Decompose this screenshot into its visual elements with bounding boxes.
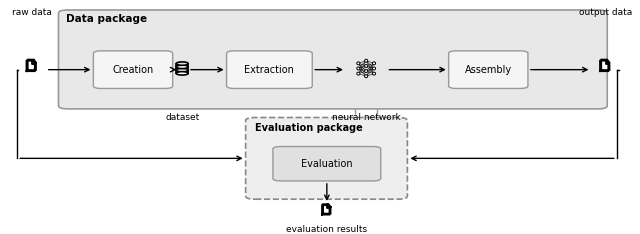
Polygon shape xyxy=(28,60,36,70)
Text: Evaluation: Evaluation xyxy=(301,159,353,169)
Text: dataset: dataset xyxy=(165,113,199,122)
Ellipse shape xyxy=(365,64,368,67)
Polygon shape xyxy=(322,205,330,215)
Ellipse shape xyxy=(372,62,376,65)
Ellipse shape xyxy=(176,72,188,75)
Ellipse shape xyxy=(372,72,376,75)
Ellipse shape xyxy=(356,72,360,75)
Ellipse shape xyxy=(176,65,188,69)
Ellipse shape xyxy=(176,62,188,65)
Ellipse shape xyxy=(356,67,360,70)
Text: Data package: Data package xyxy=(66,14,147,24)
Ellipse shape xyxy=(365,75,368,78)
Polygon shape xyxy=(323,204,331,214)
Polygon shape xyxy=(600,61,608,71)
Polygon shape xyxy=(601,60,609,70)
Ellipse shape xyxy=(365,69,368,73)
Text: Extraction: Extraction xyxy=(244,65,294,75)
Text: raw data: raw data xyxy=(12,8,52,17)
FancyBboxPatch shape xyxy=(176,64,188,73)
FancyBboxPatch shape xyxy=(246,117,408,199)
Text: output data: output data xyxy=(579,8,632,17)
Text: neural network: neural network xyxy=(332,113,401,122)
Polygon shape xyxy=(26,61,35,71)
Text: evaluation results: evaluation results xyxy=(286,225,367,234)
FancyBboxPatch shape xyxy=(273,146,381,181)
Ellipse shape xyxy=(372,67,376,70)
Ellipse shape xyxy=(356,62,360,65)
FancyBboxPatch shape xyxy=(449,51,528,88)
Ellipse shape xyxy=(365,59,368,62)
Text: Creation: Creation xyxy=(113,65,154,75)
Ellipse shape xyxy=(176,68,188,72)
FancyBboxPatch shape xyxy=(58,10,607,109)
FancyBboxPatch shape xyxy=(227,51,312,88)
Text: Assembly: Assembly xyxy=(465,65,512,75)
Text: Evaluation package: Evaluation package xyxy=(255,123,363,133)
FancyBboxPatch shape xyxy=(93,51,173,88)
